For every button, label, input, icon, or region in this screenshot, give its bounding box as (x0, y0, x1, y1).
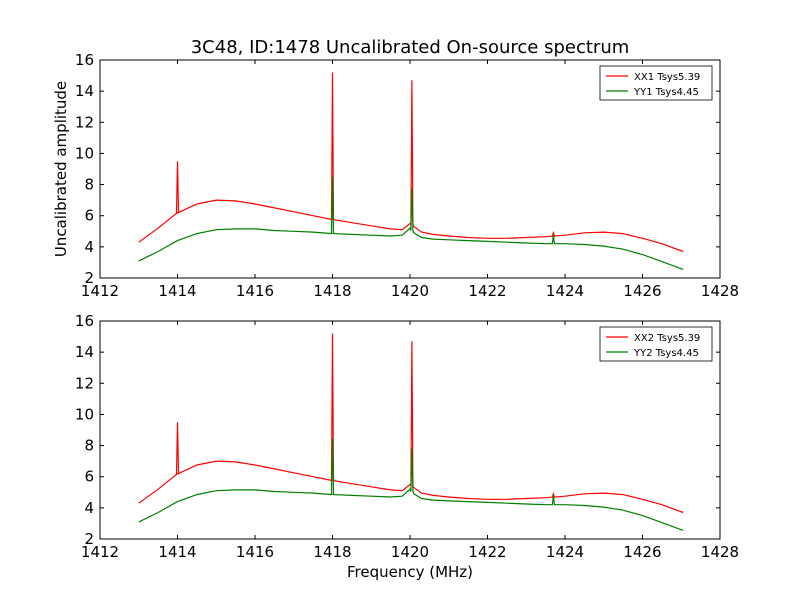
y-tick-label: 2 (84, 269, 94, 287)
y-tick-label: 14 (75, 343, 94, 361)
legend-label: XX1 Tsys5.39 (634, 72, 700, 83)
x-tick-label: 1414 (158, 282, 196, 300)
x-tick-label: 1424 (546, 282, 584, 300)
legend: XX2 Tsys5.39 YY2 Tsys4.45 (599, 326, 713, 362)
y-tick-label: 12 (75, 113, 94, 131)
legend-box (599, 65, 713, 101)
y-tick-label: 12 (75, 374, 94, 392)
x-tick-label: 1416 (236, 543, 274, 561)
y-axis-label: Uncalibrated amplitude (52, 81, 70, 257)
figure-title: 3C48, ID:1478 Uncalibrated On-source spe… (191, 37, 630, 58)
series-line-yy2 (138, 437, 684, 531)
x-tick-label: 1416 (236, 282, 274, 300)
y-tick-label: 8 (84, 176, 94, 194)
plot-area (138, 72, 684, 270)
plot-area (138, 333, 684, 531)
panel-2: 1412 1414 1416 1418 1420 1422 1424 1426 14282468… (75, 312, 739, 561)
legend-label: YY1 Tsys4.45 (633, 87, 699, 98)
legend-box (599, 326, 713, 362)
series-line-yy1 (138, 176, 684, 270)
legend: XX1 Tsys5.39 YY1 Tsys4.45 (599, 65, 713, 101)
x-tick-label: 1426 (623, 282, 661, 300)
x-tick-label: 1412 (81, 282, 119, 300)
legend-label: XX2 Tsys5.39 (634, 333, 700, 344)
y-tick-label: 6 (84, 207, 94, 225)
legend-label: YY2 Tsys4.45 (633, 348, 699, 359)
y-tick-label: 16 (75, 51, 94, 69)
x-tick-label: 1418 (313, 543, 351, 561)
y-tick-label: 10 (75, 405, 94, 423)
x-tick-label: 1414 (158, 543, 196, 561)
x-tick-label: 1418 (313, 282, 351, 300)
x-tick-label: 1424 (546, 543, 584, 561)
x-tick-label: 1420 (391, 543, 429, 561)
x-tick-label: 1428 (701, 543, 739, 561)
x-tick-label: 1428 (701, 282, 739, 300)
x-tick-label: 1422 (468, 282, 506, 300)
x-axis-label: Frequency (MHz) (347, 563, 473, 581)
panel-1: 1412 1414 1416 1418 1420 1422 1424 1426 14282468… (75, 51, 739, 300)
x-tick-label: 1426 (623, 543, 661, 561)
y-tick-label: 8 (84, 437, 94, 455)
y-tick-label: 16 (75, 312, 94, 330)
y-tick-label: 6 (84, 468, 94, 486)
y-tick-label: 4 (84, 238, 94, 256)
x-tick-label: 1420 (391, 282, 429, 300)
x-tick-label: 1422 (468, 543, 506, 561)
y-tick-label: 10 (75, 144, 94, 162)
y-tick-label: 14 (75, 82, 94, 100)
y-tick-label: 4 (84, 499, 94, 517)
x-tick-label: 1412 (81, 543, 119, 561)
y-tick-label: 2 (84, 530, 94, 548)
